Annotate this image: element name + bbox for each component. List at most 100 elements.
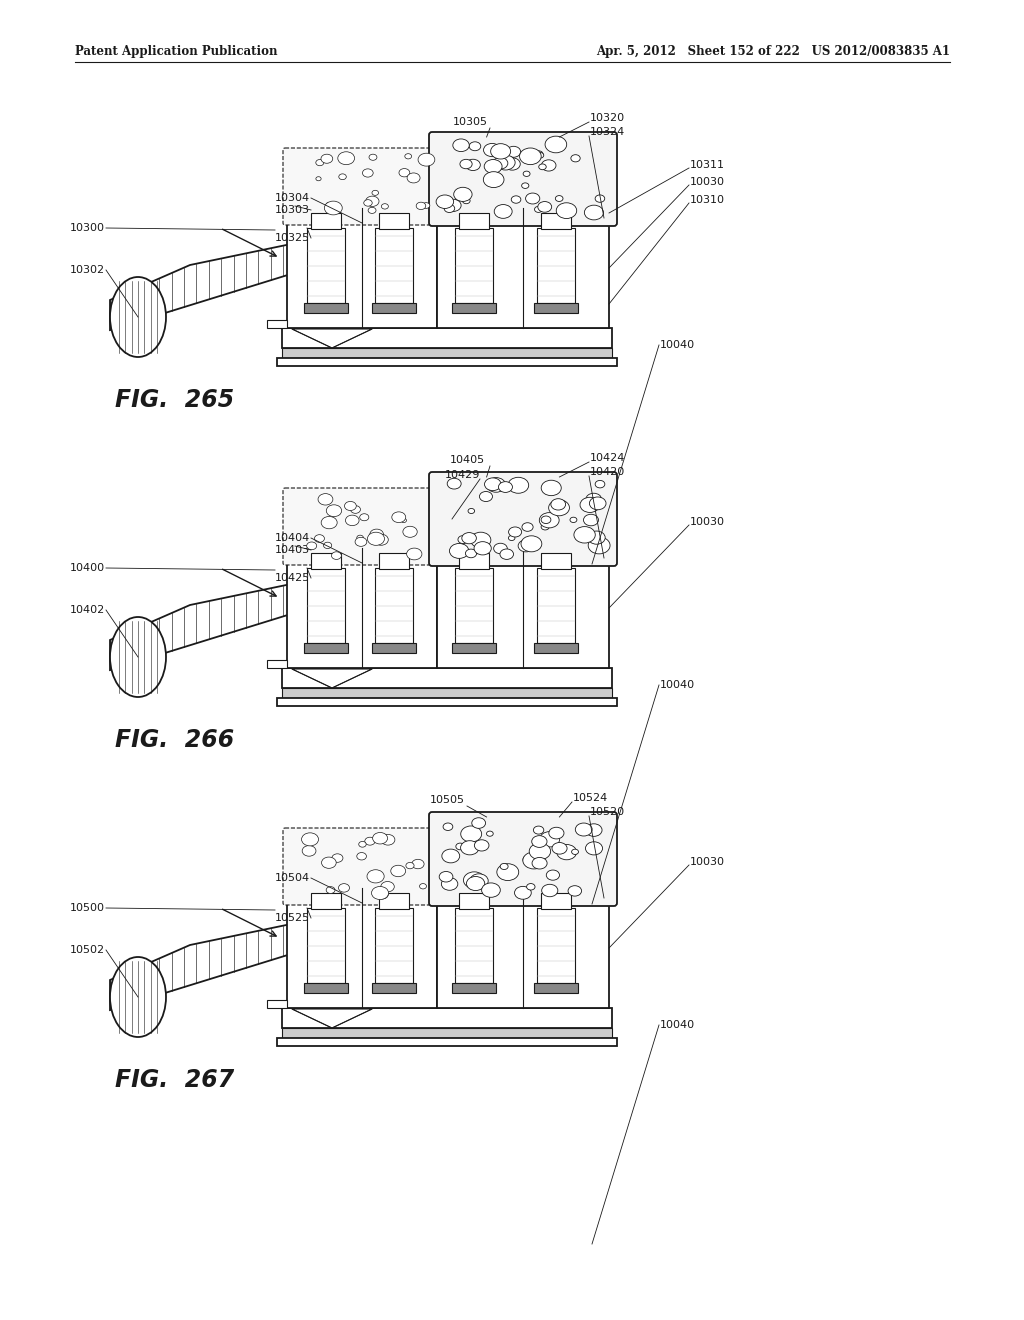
Bar — [267, 319, 287, 327]
Bar — [455, 568, 493, 643]
Bar — [307, 228, 345, 304]
Ellipse shape — [521, 183, 528, 189]
Ellipse shape — [365, 837, 375, 845]
Ellipse shape — [525, 193, 540, 205]
Ellipse shape — [557, 845, 577, 859]
Ellipse shape — [372, 887, 388, 899]
Ellipse shape — [458, 536, 468, 544]
Bar — [282, 327, 612, 348]
Ellipse shape — [495, 205, 512, 218]
Ellipse shape — [470, 874, 488, 888]
Ellipse shape — [110, 616, 166, 697]
Ellipse shape — [359, 513, 369, 521]
Ellipse shape — [490, 144, 511, 158]
Ellipse shape — [535, 206, 543, 213]
Ellipse shape — [568, 886, 582, 896]
Text: 10303: 10303 — [275, 205, 310, 215]
Bar — [455, 908, 493, 983]
Bar — [307, 568, 345, 643]
Ellipse shape — [531, 836, 547, 847]
Ellipse shape — [423, 203, 430, 209]
Ellipse shape — [450, 544, 469, 558]
Ellipse shape — [315, 160, 324, 166]
Bar — [455, 228, 493, 304]
Ellipse shape — [474, 541, 492, 554]
Ellipse shape — [509, 527, 521, 537]
Bar — [375, 908, 413, 983]
Ellipse shape — [447, 478, 461, 488]
Ellipse shape — [391, 865, 406, 876]
Ellipse shape — [570, 517, 577, 523]
Ellipse shape — [356, 535, 364, 540]
Bar — [304, 643, 348, 653]
Bar — [278, 698, 617, 706]
Polygon shape — [110, 917, 319, 1010]
Ellipse shape — [573, 527, 595, 543]
Ellipse shape — [483, 172, 504, 187]
Text: 10300: 10300 — [70, 223, 105, 234]
Bar — [437, 888, 609, 1008]
Ellipse shape — [595, 480, 605, 488]
Ellipse shape — [590, 496, 606, 510]
Ellipse shape — [374, 535, 388, 545]
Text: 10404: 10404 — [274, 533, 310, 543]
Ellipse shape — [532, 858, 547, 869]
Ellipse shape — [439, 871, 453, 882]
Bar — [282, 348, 612, 358]
Text: 10525: 10525 — [274, 913, 310, 923]
Ellipse shape — [456, 843, 465, 850]
Ellipse shape — [339, 174, 346, 180]
Ellipse shape — [408, 173, 420, 183]
Bar — [437, 548, 609, 668]
Ellipse shape — [464, 871, 485, 888]
Ellipse shape — [479, 491, 493, 502]
Bar — [278, 358, 617, 366]
Ellipse shape — [486, 832, 494, 837]
Text: 10030: 10030 — [690, 857, 725, 867]
Text: 10520: 10520 — [590, 807, 625, 817]
Ellipse shape — [496, 154, 515, 170]
Bar — [534, 983, 578, 993]
Ellipse shape — [344, 502, 356, 511]
Ellipse shape — [445, 199, 461, 211]
Bar — [267, 660, 287, 668]
Bar — [459, 213, 489, 228]
Bar — [375, 568, 413, 643]
Ellipse shape — [436, 195, 454, 209]
Ellipse shape — [381, 203, 388, 209]
Bar — [287, 209, 437, 327]
Ellipse shape — [484, 478, 501, 491]
Ellipse shape — [306, 543, 316, 549]
Bar — [304, 983, 348, 993]
Ellipse shape — [518, 540, 534, 552]
Ellipse shape — [546, 870, 559, 880]
Text: 10324: 10324 — [590, 127, 626, 137]
Text: 10311: 10311 — [690, 160, 725, 170]
Text: Apr. 5, 2012 Sheet 152 of 222 US 2012/0083835 A1: Apr. 5, 2012 Sheet 152 of 222 US 2012/00… — [596, 45, 950, 58]
Text: 10040: 10040 — [660, 680, 695, 690]
Text: 10504: 10504 — [274, 873, 310, 883]
Ellipse shape — [542, 160, 556, 172]
Text: 10040: 10040 — [660, 1020, 695, 1030]
Ellipse shape — [539, 164, 546, 170]
Ellipse shape — [355, 537, 367, 546]
Text: 10500: 10500 — [70, 903, 105, 913]
Text: 10030: 10030 — [690, 517, 725, 527]
Text: 10424: 10424 — [590, 453, 626, 463]
Ellipse shape — [368, 532, 384, 545]
Ellipse shape — [580, 498, 600, 512]
Text: 10403: 10403 — [274, 545, 310, 554]
Bar — [437, 209, 609, 327]
Polygon shape — [292, 329, 372, 348]
Ellipse shape — [381, 834, 395, 845]
Ellipse shape — [469, 141, 480, 150]
Text: 10325: 10325 — [274, 234, 310, 243]
Ellipse shape — [588, 531, 605, 544]
Ellipse shape — [523, 172, 530, 177]
Text: 10420: 10420 — [590, 467, 626, 477]
Ellipse shape — [441, 878, 458, 890]
Bar — [304, 304, 348, 313]
Ellipse shape — [318, 494, 333, 506]
Ellipse shape — [301, 833, 318, 846]
Ellipse shape — [551, 499, 565, 510]
